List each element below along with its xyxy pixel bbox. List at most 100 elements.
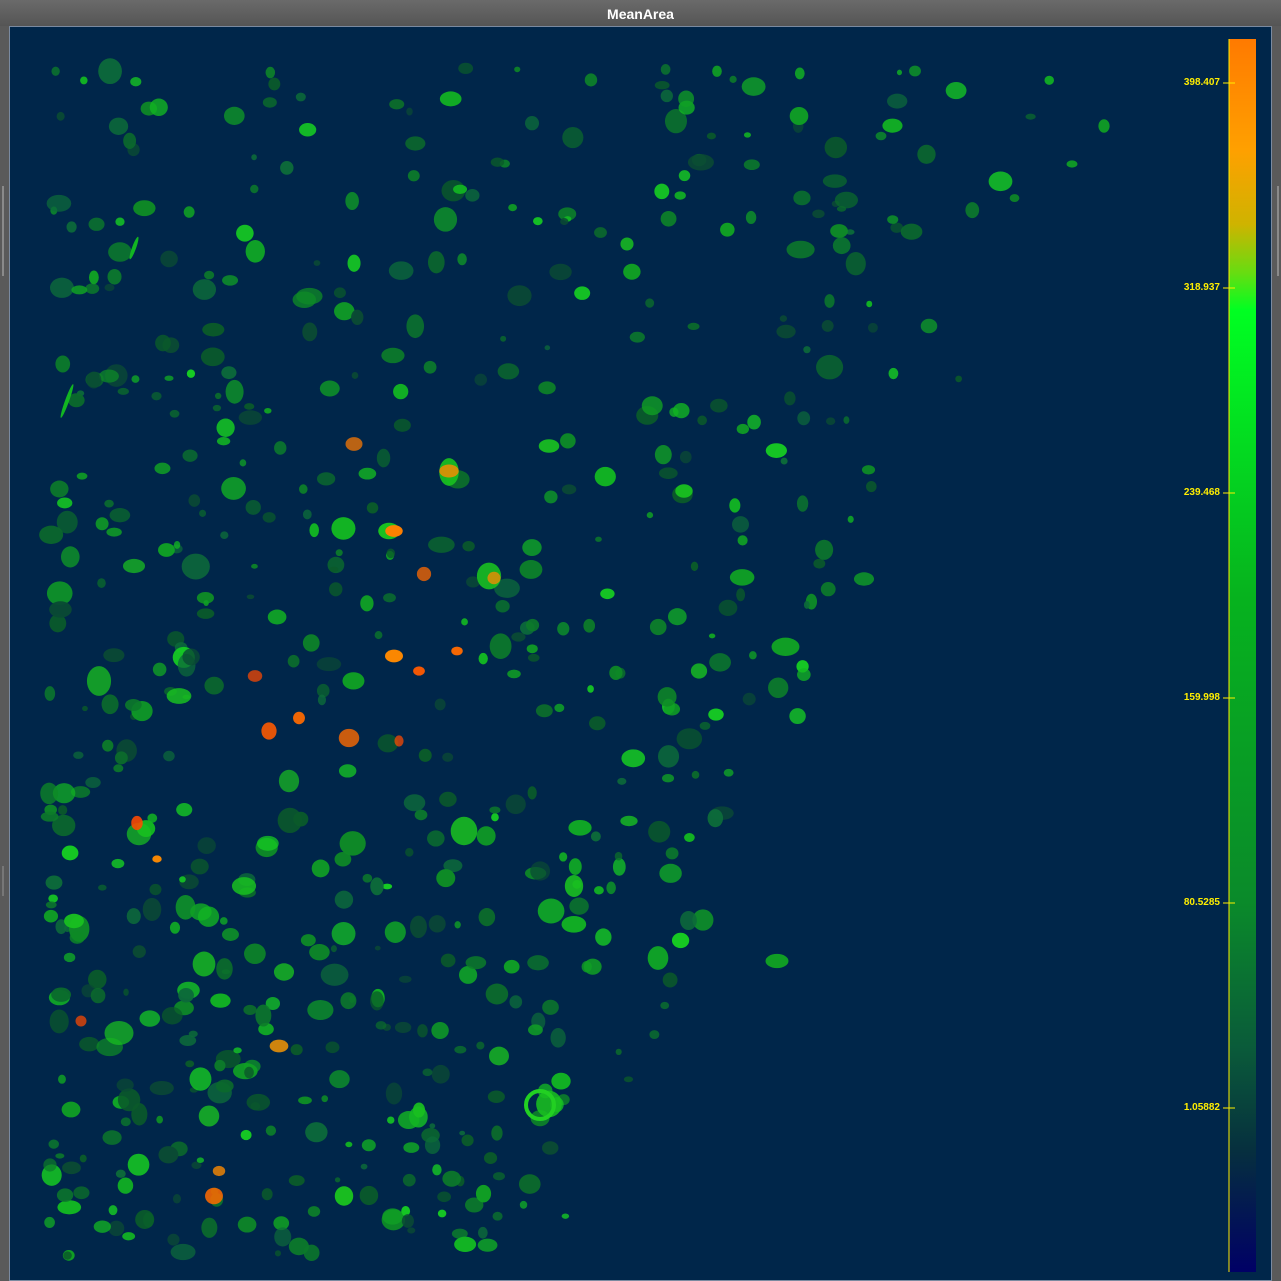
cell-blob	[212, 404, 222, 412]
cell-blob	[617, 777, 627, 785]
cell-blob	[1066, 160, 1078, 168]
cell-blob	[135, 1209, 155, 1229]
cell-blob	[79, 1154, 87, 1163]
cell-blob	[237, 1216, 257, 1233]
cell-blob	[436, 869, 456, 888]
cell-blob	[422, 1068, 433, 1077]
cell-blob	[561, 1213, 570, 1219]
cell-blob	[654, 81, 670, 90]
cell-blob	[167, 1233, 180, 1246]
cell-blob	[185, 1060, 195, 1068]
cell-blob	[133, 200, 156, 217]
cell-blob	[79, 1036, 100, 1052]
cell-blob	[423, 360, 437, 374]
cell-blob	[457, 253, 467, 266]
cell-blob	[56, 1188, 74, 1202]
cell-blob	[358, 467, 377, 480]
cell-blob	[518, 1174, 541, 1194]
cell-blob	[527, 786, 537, 800]
cell-blob	[745, 210, 757, 225]
cell-blob	[465, 189, 480, 202]
cell-blob	[405, 136, 426, 151]
resize-handle-left-lower[interactable]	[2, 866, 4, 896]
cell-blob	[428, 536, 455, 553]
cell-blob	[196, 1157, 205, 1163]
resize-handle-left[interactable]	[2, 186, 4, 276]
cell-blob	[339, 831, 366, 856]
cell-blob	[525, 618, 540, 632]
cell-blob	[437, 1209, 447, 1218]
cell-blob	[309, 523, 319, 538]
cell-blob	[264, 407, 272, 414]
cell-blob	[169, 409, 180, 418]
cell-blob	[406, 107, 413, 116]
cell-blob	[665, 847, 679, 860]
cell-blob	[514, 66, 521, 73]
cell-blob	[407, 170, 420, 182]
cell-blob	[245, 239, 265, 263]
cell-blob-hot	[212, 1165, 226, 1177]
cell-blob	[182, 449, 198, 462]
cell-blob	[244, 1066, 254, 1079]
cell-blob	[691, 770, 700, 779]
cell-blob	[890, 222, 904, 233]
cell-blob	[427, 830, 445, 847]
cell-blob	[117, 1177, 134, 1194]
cell-blob	[559, 852, 568, 862]
image-canvas[interactable]: 398.407 318.937 239.468 159.998 80.5285 1.058…	[9, 26, 1272, 1281]
cell-blob	[299, 484, 308, 494]
cell-blob	[331, 517, 356, 540]
cell-blob	[334, 890, 354, 909]
cell-blob	[245, 499, 261, 515]
cell-blob-hot	[269, 1039, 289, 1053]
cell-blob	[614, 851, 623, 861]
cell-blob	[117, 1088, 141, 1112]
cell-blob	[220, 531, 229, 539]
cell-blob	[476, 826, 496, 846]
cell-blob	[90, 987, 106, 1004]
cell-blob	[80, 76, 88, 85]
cell-blob	[587, 685, 594, 693]
cell-blob	[429, 1123, 436, 1129]
cell-blob	[106, 527, 122, 537]
cell-blob	[40, 782, 59, 805]
cell-blob	[299, 122, 317, 137]
cell-blob	[102, 1130, 122, 1145]
cell-blob	[824, 294, 835, 308]
cell-blob	[657, 745, 680, 768]
cell-blob	[528, 1024, 543, 1036]
cell-blob	[49, 601, 72, 618]
cell-blob	[920, 318, 938, 334]
cell-blob	[988, 171, 1013, 192]
cell-blob	[830, 224, 848, 238]
cell-blob-hot	[75, 1015, 87, 1027]
cell-blob	[888, 367, 899, 380]
cell-blob	[729, 569, 755, 586]
cell-blob	[709, 653, 731, 672]
cell-blob	[784, 391, 796, 406]
cell-blob	[505, 794, 526, 815]
cell-blob	[317, 694, 327, 706]
cell-blob	[188, 1030, 198, 1038]
cell-blob-hot	[205, 1187, 223, 1205]
cell-blob	[274, 1250, 282, 1257]
cell-blob	[197, 837, 216, 854]
cell-blob	[98, 58, 122, 85]
cell-blob	[646, 512, 654, 519]
cell-blob-hot	[413, 666, 425, 676]
cell-blob	[453, 184, 468, 194]
cell-blob	[60, 546, 80, 568]
cell-blob	[345, 1141, 353, 1148]
cell-blob	[402, 1173, 416, 1187]
cell-blob	[434, 698, 446, 711]
cell-blob	[236, 224, 254, 242]
cell-blob	[507, 669, 521, 679]
cell-blob	[191, 1161, 202, 1170]
cell-blob	[108, 1220, 125, 1237]
cell-blob	[239, 459, 247, 467]
cell-blob	[478, 908, 496, 927]
resize-handle-right[interactable]	[1277, 186, 1279, 276]
cell-blob	[589, 716, 606, 731]
cell-blob	[1098, 119, 1110, 133]
cell-blob	[458, 965, 478, 984]
